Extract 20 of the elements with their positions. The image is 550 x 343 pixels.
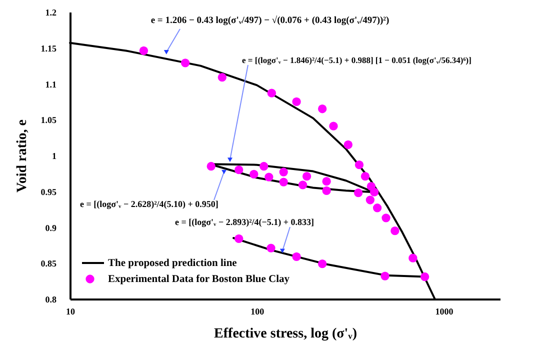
x-tick-label: 100	[250, 306, 265, 316]
y-tick-label: 1	[52, 151, 57, 161]
y-tick-label: 0.9	[45, 222, 57, 233]
annotation: e = [(logσ'ᵥ − 2.628)²/4(5.10) + 0.950]	[80, 199, 218, 209]
y-tick-label: 1.05	[40, 115, 57, 126]
y-tick-label: 0.95	[40, 186, 57, 197]
annotation: e = 1.206 − 0.43 log(σ'ᵥ/497) − √(0.076 + (0.43 log(σ'ᵥ/497))²)	[150, 15, 390, 26]
legend-label: Experimental Data for Boston Blue Clay	[108, 274, 290, 285]
y-tick-label: 1.1	[45, 79, 57, 90]
annotation: e = [(logσ'ᵥ − 2.893)²/4(−5.1) + 0.833]	[175, 217, 314, 227]
legend-label: The proposed prediction line	[108, 258, 238, 269]
x-axis-title: Effective stress, log (σ'ᵥ)	[214, 326, 358, 342]
y-tick-label: 1.2	[45, 8, 57, 18]
y-tick-label: 0.8	[45, 294, 57, 304]
y-tick-label: 0.85	[40, 258, 57, 269]
y-tick-label: 1.15	[40, 43, 57, 54]
annotation: e = [(logσ'ᵥ − 1.846)²/4(−5.1) + 0.988] [1 − 0.051 (log(σ'ᵥ/56.34)⁶)]	[242, 55, 472, 65]
x-tick-label: 1000	[435, 306, 454, 316]
x-tick-label: 10	[66, 306, 76, 316]
y-axis-title: Void ratio, e	[14, 120, 30, 192]
